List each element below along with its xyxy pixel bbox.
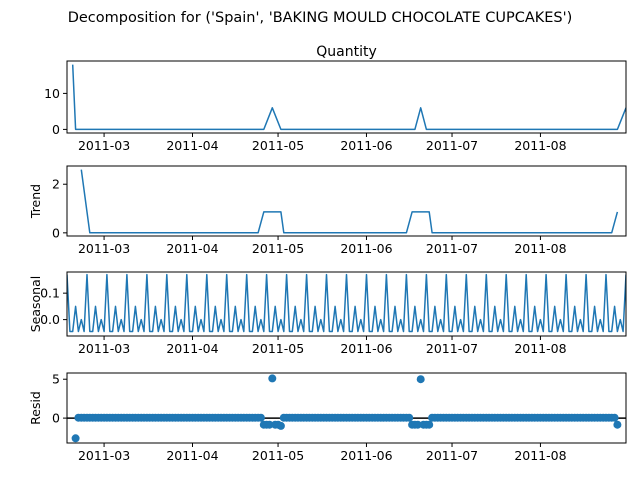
panel-4: 2011-03 2011-04 2011-05 2011-06 2011-07 2011-… xyxy=(28,372,627,463)
panel-1: 2011-03 2011-04 2011-05 2011-06 2011-07 2011-… xyxy=(44,44,627,153)
x-tick-label: 2011-06 xyxy=(340,138,392,153)
x-tick-label: 2011-05 xyxy=(252,448,304,463)
x-tick-label: 2011-06 xyxy=(340,341,392,356)
axes-frame xyxy=(66,271,627,337)
panel-2: 2011-03 2011-04 2011-05 2011-06 2011-07 2011-… xyxy=(28,165,627,256)
data-group xyxy=(80,169,619,234)
x-tick-label: 2011-08 xyxy=(514,341,566,356)
data-group xyxy=(67,374,626,443)
x-tick-label: 2011-08 xyxy=(514,448,566,463)
x-tick-label: 2011-05 xyxy=(252,341,304,356)
x-tick-label: 2011-04 xyxy=(166,241,218,256)
y-tick-label: 5 xyxy=(52,372,60,387)
y-tick-label: 0 xyxy=(52,225,60,240)
resid-point xyxy=(265,420,274,429)
y-tick-label: 0 xyxy=(52,122,60,137)
figure-title: Decomposition for ('Spain', 'BAKING MOUL… xyxy=(68,10,573,26)
x-tick-label: 2011-03 xyxy=(78,341,130,356)
data-group xyxy=(67,273,626,333)
resid-point xyxy=(425,420,434,429)
y-tick-label: 0.1 xyxy=(40,286,60,301)
x-tick-label: 2011-06 xyxy=(340,241,392,256)
x-tick-label: 2011-03 xyxy=(78,448,130,463)
axes-frame xyxy=(66,372,627,444)
data-group xyxy=(71,64,626,131)
x-tick-label: 2011-06 xyxy=(340,448,392,463)
series-line xyxy=(71,64,626,131)
axes-frame xyxy=(66,60,627,134)
x-tick-label: 2011-08 xyxy=(514,138,566,153)
x-tick-label: 2011-04 xyxy=(166,341,218,356)
y-axis-label: Seasonal xyxy=(28,276,43,333)
resid-point xyxy=(268,374,277,383)
y-axis-label: Resid xyxy=(28,391,43,425)
panel-3: 2011-03 2011-04 2011-05 2011-06 2011-07 2011-… xyxy=(28,271,627,356)
resid-point xyxy=(405,413,414,422)
seasonal-line xyxy=(67,273,626,333)
series-line xyxy=(80,169,619,234)
x-tick-label: 2011-04 xyxy=(166,138,218,153)
x-tick-label: 2011-03 xyxy=(78,138,130,153)
y-tick-label: 0.0 xyxy=(40,312,60,327)
panels: 2011-03 2011-04 2011-05 2011-06 2011-07 2011-… xyxy=(28,44,627,463)
resid-point xyxy=(71,434,80,443)
resid-point xyxy=(610,413,619,422)
x-tick-label: 2011-04 xyxy=(166,448,218,463)
x-tick-label: 2011-03 xyxy=(78,241,130,256)
x-tick-label: 2011-05 xyxy=(252,241,304,256)
x-tick-label: 2011-07 xyxy=(426,241,478,256)
x-tick-label: 2011-07 xyxy=(426,138,478,153)
resid-point xyxy=(256,413,265,422)
panel-title: Quantity xyxy=(316,44,377,60)
x-tick-label: 2011-05 xyxy=(252,138,304,153)
y-axis-label: Trend xyxy=(28,184,43,219)
resid-point xyxy=(613,420,622,429)
resid-point xyxy=(413,420,422,429)
y-tick-label: 2 xyxy=(52,177,60,192)
resid-point xyxy=(416,375,425,384)
axes-frame xyxy=(66,165,627,237)
y-tick-label: 10 xyxy=(44,86,60,101)
x-tick-label: 2011-07 xyxy=(426,341,478,356)
y-tick-label: 0 xyxy=(52,411,60,426)
resid-point xyxy=(276,421,285,430)
x-tick-label: 2011-08 xyxy=(514,241,566,256)
x-tick-label: 2011-07 xyxy=(426,448,478,463)
